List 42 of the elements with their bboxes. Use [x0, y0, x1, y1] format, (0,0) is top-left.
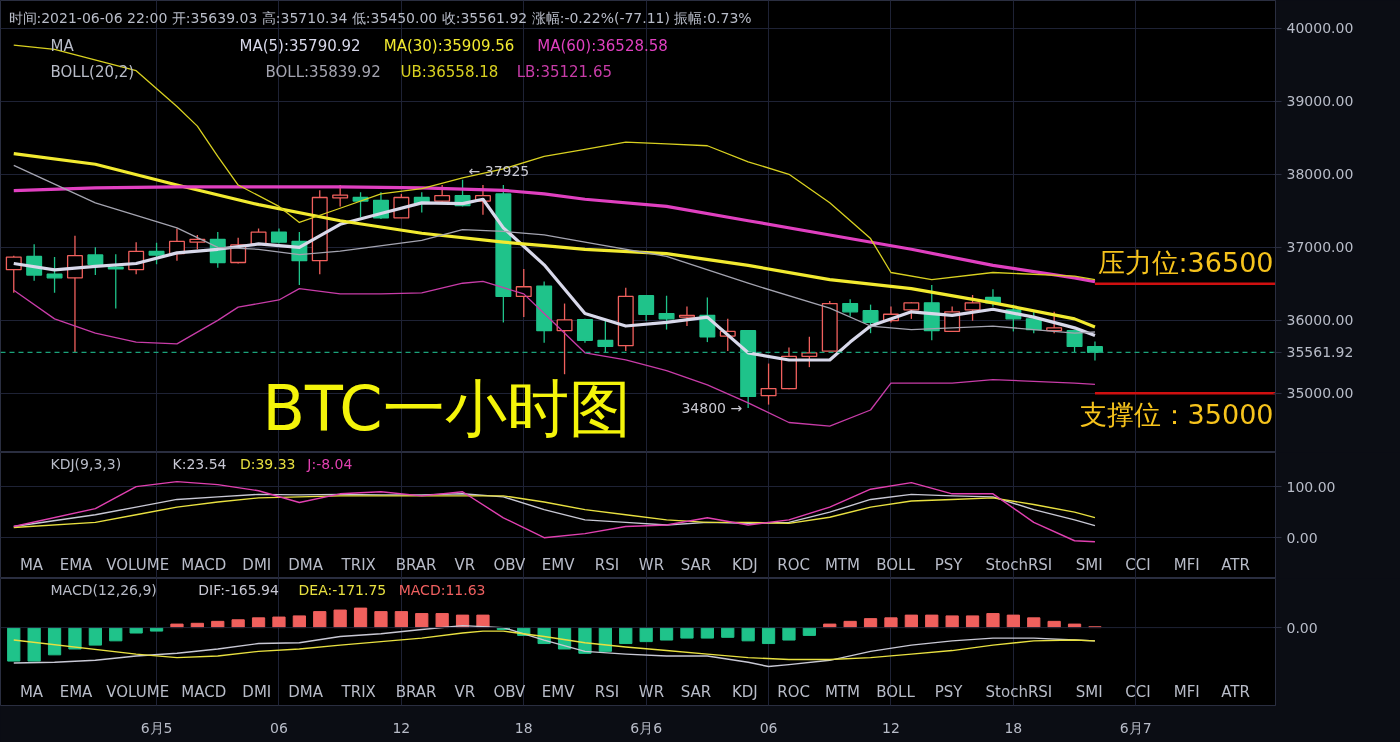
y-tick-label: 35000.00	[1286, 385, 1354, 402]
text: MA EMA VOLUME MACD DMI DMA TRIX BRAR VR OBV EMV RSI WR SAR KDJ ROC MTM BOLL PSY StochRSI SMI CCI MFI ATR	[19, 555, 1250, 574]
x-tick-label: 12	[882, 719, 900, 736]
annotation: MA	[50, 36, 75, 55]
x-tick-label: 6月5	[140, 719, 173, 736]
x-tick-label: 06	[759, 719, 778, 736]
x-tick-label: 6月6	[630, 719, 663, 736]
y-tick-label: 39000.00	[1286, 93, 1354, 110]
y-tick-label: 37000.00	[1286, 239, 1354, 256]
x-tick-label: 6月7	[1119, 719, 1152, 736]
chart-title: KDJ(9,3,3)	[50, 455, 122, 472]
annotation: BTC一小时图	[262, 371, 631, 445]
x-tick-label: 18	[1004, 719, 1023, 736]
series-label: MACD:11.63	[398, 581, 486, 598]
text: DIF:-165.94	[198, 581, 280, 598]
text: DEA:-171.75	[298, 581, 387, 598]
series-label: D:39.33	[239, 455, 296, 472]
y-tick-label: 0.00	[1286, 529, 1318, 546]
text: 时间:2021-06-06 22:00 开:35639.03 高:35710.34 低:35450.00 收:35561.92 涨幅:-0.22%(-77.11) 振幅:0.73%	[8, 9, 752, 26]
text: MA EMA VOLUME MACD DMI DMA TRIX BRAR VR OBV EMV RSI WR SAR KDJ ROC MTM BOLL PSY StochRSI SMI CCI MFI ATR	[19, 682, 1250, 701]
series-label: K:23.54	[172, 455, 227, 472]
annotation: BOLL(20,2)	[50, 62, 135, 81]
ref-line-label: 支撑位：35000	[1079, 399, 1274, 431]
text: BOLL:35839.92	[265, 62, 381, 81]
x-tick-label: 18	[514, 719, 533, 736]
x-tick-label: 06	[270, 719, 288, 736]
annotation: 34800 →	[681, 399, 743, 416]
ref-line-label: 压力位:36500	[1097, 246, 1274, 278]
chart-title: MACD(12,26,9)	[50, 581, 157, 598]
x-tick-label: 12	[392, 719, 411, 736]
text: LB:35121.65	[516, 62, 612, 81]
y-tick-label: 40000.00	[1286, 20, 1354, 37]
ref-line-label: 35561.92	[1286, 344, 1354, 361]
annotation: ← 37925	[468, 162, 530, 179]
series-label: J:-8.04	[306, 455, 353, 472]
y-tick-label: 36000.00	[1286, 312, 1354, 329]
text: MA(5):35790.92	[239, 36, 361, 55]
y-tick-label: 100.00	[1286, 478, 1336, 495]
y-tick-label: 38000.00	[1286, 166, 1354, 183]
text: MA(30):35909.56	[383, 36, 515, 55]
text: MA(60):36528.58	[537, 36, 668, 55]
text: UB:36558.18	[400, 62, 499, 81]
